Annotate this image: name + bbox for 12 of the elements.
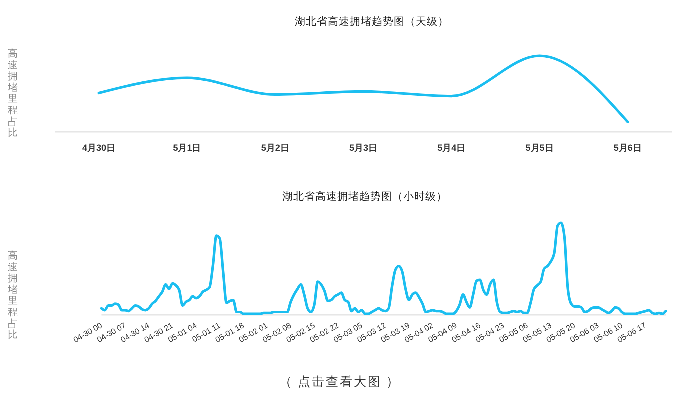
chart-title: 湖北省高速拥堵趋势图（小时级） (282, 190, 448, 203)
x-tick-label: 5月1日 (173, 143, 202, 153)
x-tick-label: 5月4日 (438, 143, 466, 153)
x-tick-label: 5月6日 (614, 143, 642, 153)
x-tick-label: 4月30日 (82, 143, 116, 153)
text: （ 点击查看大图 ） (280, 375, 400, 389)
x-tick-label: 5月5日 (526, 143, 554, 153)
chart-title: 湖北省高速拥堵趋势图（天级） (295, 15, 449, 28)
y-axis-title: 高速拥堵里程占比 (7, 48, 18, 140)
y-axis-title: 高速拥堵里程占比 (7, 250, 18, 342)
x-tick-label: 5月3日 (349, 143, 378, 153)
x-tick-label: 5月2日 (261, 143, 290, 153)
